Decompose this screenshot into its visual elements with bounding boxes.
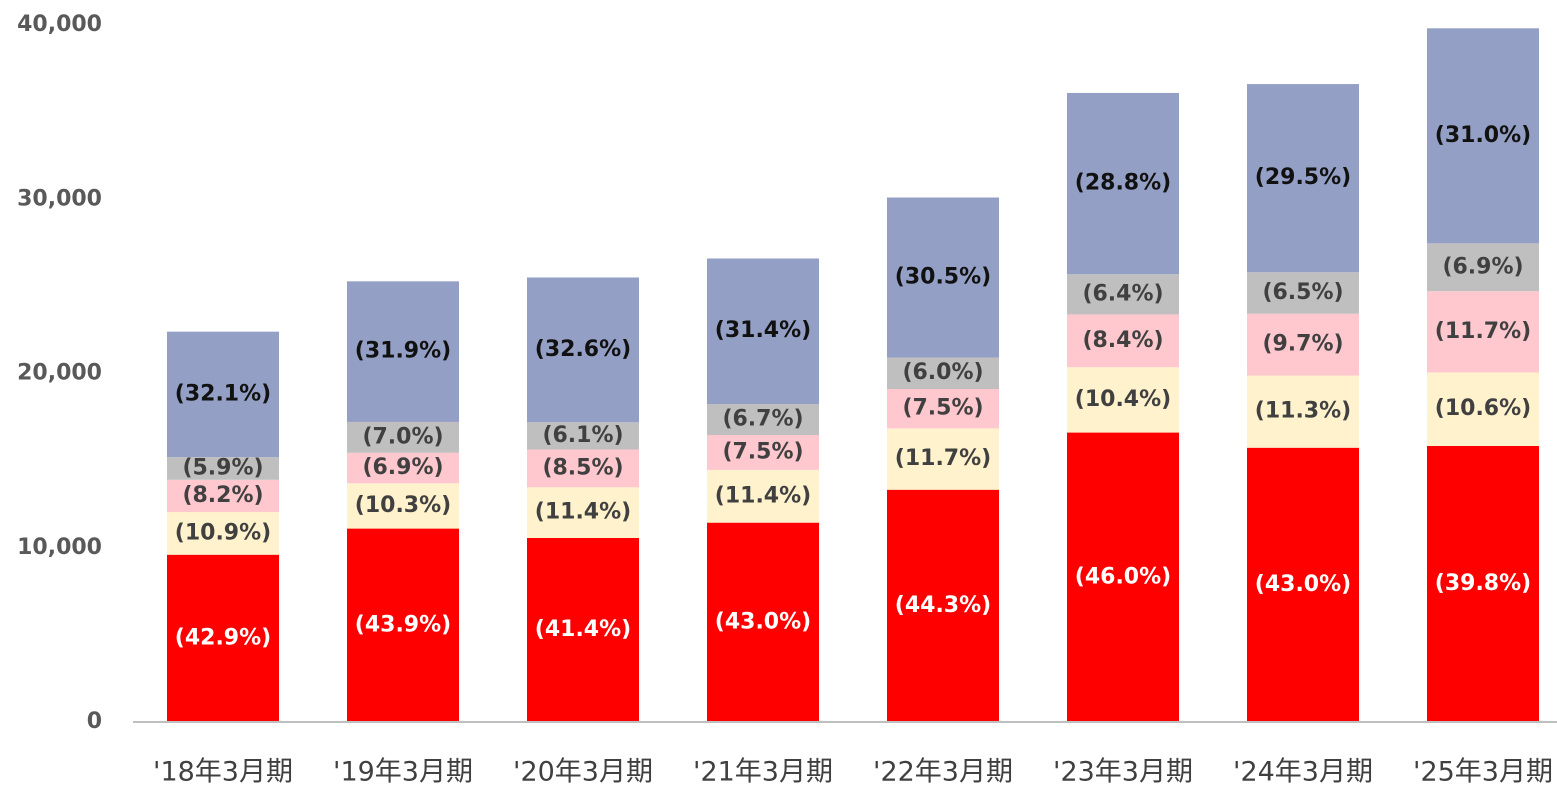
data-label: (41.4%) [535, 617, 631, 642]
data-label: (32.1%) [175, 381, 271, 406]
data-label: (5.9%) [182, 455, 263, 480]
x-tick-label: '25年3月期 [1413, 757, 1553, 788]
data-label: (6.5%) [1262, 280, 1343, 305]
data-label: (10.6%) [1435, 396, 1531, 421]
x-tick-label: '24年3月期 [1233, 757, 1373, 788]
bar-segment [1247, 447, 1359, 722]
bar-segment [347, 281, 459, 422]
data-label: (43.0%) [715, 609, 811, 634]
data-label: (7.0%) [362, 424, 443, 449]
bar-segment [1427, 28, 1539, 244]
bar-segment [707, 403, 819, 436]
bar-segment [1247, 84, 1359, 273]
bar-segment [167, 479, 279, 513]
data-label: (8.4%) [1082, 328, 1163, 353]
y-tick-label: 0 [87, 709, 102, 734]
y-tick-label: 10,000 [17, 535, 102, 560]
bar-segment [347, 421, 459, 453]
data-label: (28.8%) [1075, 171, 1171, 196]
bar-segment [527, 277, 639, 423]
data-label: (8.5%) [542, 455, 623, 480]
bar-segment [347, 528, 459, 722]
bar-segment [167, 512, 279, 555]
data-label: (46.0%) [1075, 564, 1171, 589]
bar-segment [1067, 92, 1179, 275]
bar-segment [1067, 274, 1179, 315]
x-tick-label: '20年3月期 [513, 757, 653, 788]
data-label: (11.4%) [715, 483, 811, 508]
bar-segment [347, 483, 459, 529]
bar-segment [707, 469, 819, 523]
data-label: (7.5%) [902, 396, 983, 421]
bar-segment [527, 537, 639, 722]
data-label: (11.7%) [895, 446, 991, 471]
data-label: (42.9%) [175, 625, 271, 650]
x-tick-label: '22年3月期 [873, 757, 1013, 788]
bar-segment [1427, 243, 1539, 292]
data-label: (10.4%) [1075, 387, 1171, 412]
bar-segment [707, 522, 819, 722]
bar-segment [887, 389, 999, 429]
x-tick-label: '19年3月期 [333, 757, 473, 788]
bar-segment [1247, 375, 1359, 448]
x-tick-label: '18年3月期 [153, 757, 293, 788]
data-label: (6.7%) [722, 407, 803, 432]
data-label: (30.5%) [895, 264, 991, 289]
data-label: (9.7%) [1262, 332, 1343, 357]
data-label: (31.4%) [715, 318, 811, 343]
bar-segment [527, 422, 639, 450]
bar-segment [1247, 272, 1359, 314]
bar-segment [1067, 314, 1179, 368]
bar-segment [1427, 445, 1539, 722]
bar-segment [527, 487, 639, 538]
data-label: (39.8%) [1435, 571, 1531, 596]
bar-segment [347, 452, 459, 484]
bar-segment [887, 357, 999, 390]
data-label: (6.9%) [362, 455, 443, 480]
data-label: (6.1%) [542, 423, 623, 448]
bar-segment [1067, 432, 1179, 722]
data-label: (32.6%) [535, 337, 631, 362]
bar-segment [707, 435, 819, 470]
y-tick-label: 30,000 [17, 186, 102, 211]
data-label: (7.5%) [722, 439, 803, 464]
data-label: (6.9%) [1442, 254, 1523, 279]
bar-segment [527, 449, 639, 488]
x-tick-label: '21年3月期 [693, 757, 833, 788]
x-tick-label: '23年3月期 [1053, 757, 1193, 788]
bar-segment [1247, 313, 1359, 376]
y-tick-label: 20,000 [17, 361, 102, 386]
bar-segment [887, 428, 999, 490]
bar-segment [887, 197, 999, 358]
bar-segment [167, 457, 279, 480]
data-label: (43.0%) [1255, 572, 1351, 597]
data-label: (31.0%) [1435, 123, 1531, 148]
bar-segment [1067, 367, 1179, 433]
data-label: (31.9%) [355, 339, 451, 364]
data-label: (6.0%) [902, 360, 983, 385]
bar-segment [887, 489, 999, 722]
bar-segment [167, 331, 279, 458]
data-label: (11.4%) [535, 500, 631, 525]
data-label: (11.3%) [1255, 399, 1351, 424]
bar-segment [1427, 372, 1539, 446]
data-label: (6.4%) [1082, 281, 1163, 306]
data-label: (11.7%) [1435, 319, 1531, 344]
bar-segment [167, 554, 279, 722]
data-label: (43.9%) [355, 612, 451, 637]
y-tick-label: 40,000 [17, 12, 102, 37]
bar-segment [1427, 291, 1539, 373]
data-label: (44.3%) [895, 593, 991, 618]
data-label: (10.3%) [355, 493, 451, 518]
bar-segment [707, 258, 819, 404]
data-label: (29.5%) [1255, 165, 1351, 190]
data-label: (8.2%) [182, 483, 263, 508]
data-label: (10.9%) [175, 520, 271, 545]
